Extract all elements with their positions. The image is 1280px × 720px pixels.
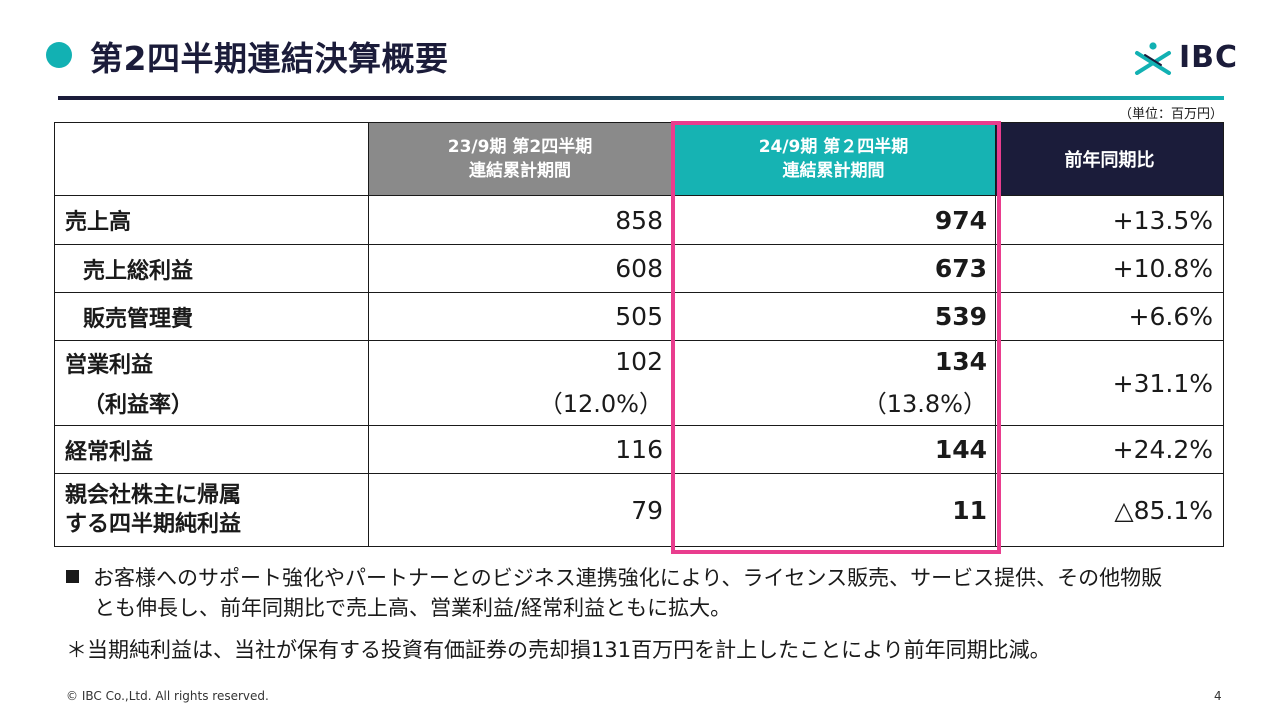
table-header-row: 23/9期 第2四半期 連結累計期間 24/9期 第２四半期 連結累計期間 前年… xyxy=(54,122,1224,196)
table-row: 売上高 858 974 +13.5% xyxy=(54,195,1224,245)
header-curr-period: 24/9期 第２四半期 連結累計期間 xyxy=(671,122,996,196)
header-prev-line2: 連結累計期間 xyxy=(469,161,571,181)
bullet-line1: お客様へのサポート強化やパートナーとのビジネス連携強化により、ライセンス販売、サ… xyxy=(93,566,1163,590)
header-empty-cell xyxy=(54,122,369,196)
profit-margin-label: （利益率） xyxy=(83,393,194,418)
curr-profit-margin: （13.8%） xyxy=(862,390,987,418)
table-row: 販売管理費 505 539 +6.6% xyxy=(54,292,1224,341)
table-row: 経常利益 116 144 +24.2% xyxy=(54,425,1224,474)
header-yoy: 前年同期比 xyxy=(995,122,1224,196)
curr-value: 539 xyxy=(671,292,996,341)
prev-value: 608 xyxy=(368,244,672,293)
yoy-value: +24.2% xyxy=(995,425,1224,474)
row-label: 営業利益 （利益率） xyxy=(54,340,369,426)
prev-value: 505 xyxy=(368,292,672,341)
header-curr-line2: 連結累計期間 xyxy=(782,161,885,181)
header-prev-period: 23/9期 第2四半期 連結累計期間 xyxy=(368,122,672,196)
row-label-line2: する四半期純利益 xyxy=(65,512,242,537)
logo-text: IBC xyxy=(1179,40,1239,75)
prev-operating-profit: 102 xyxy=(615,347,663,376)
bullet-line2: とも伸長し、前年同期比で売上高、営業利益/経常利益ともに拡大。 xyxy=(94,596,732,620)
header-curr-line1: 24/9期 第２四半期 xyxy=(758,137,909,157)
prev-profit-margin: （12.0%） xyxy=(538,390,663,418)
ibc-logo: IBC xyxy=(1133,40,1238,75)
summary-bullet: お客様へのサポート強化やパートナーとのビジネス連携強化により、ライセンス販売、サ… xyxy=(66,563,1236,623)
yoy-value: +10.8% xyxy=(995,244,1224,293)
ibc-logo-icon xyxy=(1135,41,1171,75)
prev-value: 116 xyxy=(368,425,672,474)
prev-value: 858 xyxy=(368,195,672,245)
row-label: 売上高 xyxy=(54,195,369,245)
title-underline xyxy=(58,96,1224,100)
financial-summary-table: 23/9期 第2四半期 連結累計期間 24/9期 第２四半期 連結累計期間 前年… xyxy=(54,122,1224,547)
row-label: 親会社株主に帰属 する四半期純利益 xyxy=(54,473,369,547)
copyright: © IBC Co.,Ltd. All rights reserved. xyxy=(66,689,269,703)
square-bullet-icon xyxy=(66,570,79,583)
prev-value: 79 xyxy=(368,473,672,547)
prev-value: 102 （12.0%） xyxy=(368,340,672,426)
page-title: 第2四半期連結決算概要 xyxy=(90,39,449,78)
curr-value: 144 xyxy=(671,425,996,474)
row-label: 販売管理費 xyxy=(54,292,369,341)
curr-value: 11 xyxy=(671,473,996,547)
yoy-value: △85.1% xyxy=(995,473,1224,547)
row-label-line1: 親会社株主に帰属 xyxy=(65,483,242,508)
title-bullet-dot xyxy=(46,42,72,68)
curr-operating-profit: 134 xyxy=(934,347,987,376)
row-label: 経常利益 xyxy=(54,425,369,474)
page-number: 4 xyxy=(1214,689,1222,703)
curr-value: 134 （13.8%） xyxy=(671,340,996,426)
row-label: 売上総利益 xyxy=(54,244,369,293)
table-row: 営業利益 （利益率） 102 （12.0%） 134 （13.8%） +31.1… xyxy=(54,340,1224,426)
yoy-value: +31.1% xyxy=(995,340,1224,426)
asterisk-note: ＊当期純利益は、当社が保有する投資有価証券の売却損131百万円を計上したことによ… xyxy=(66,638,1051,662)
yoy-value: +6.6% xyxy=(995,292,1224,341)
table-row: 親会社株主に帰属 する四半期純利益 79 11 △85.1% xyxy=(54,473,1224,547)
yoy-value: +13.5% xyxy=(995,195,1224,245)
curr-value: 974 xyxy=(671,195,996,245)
header-prev-line1: 23/9期 第2四半期 xyxy=(447,137,593,157)
curr-value: 673 xyxy=(671,244,996,293)
table-row: 売上総利益 608 673 +10.8% xyxy=(54,244,1224,293)
unit-note: （単位：百万円） xyxy=(1118,107,1223,122)
operating-profit-label: 営業利益 xyxy=(65,353,154,378)
